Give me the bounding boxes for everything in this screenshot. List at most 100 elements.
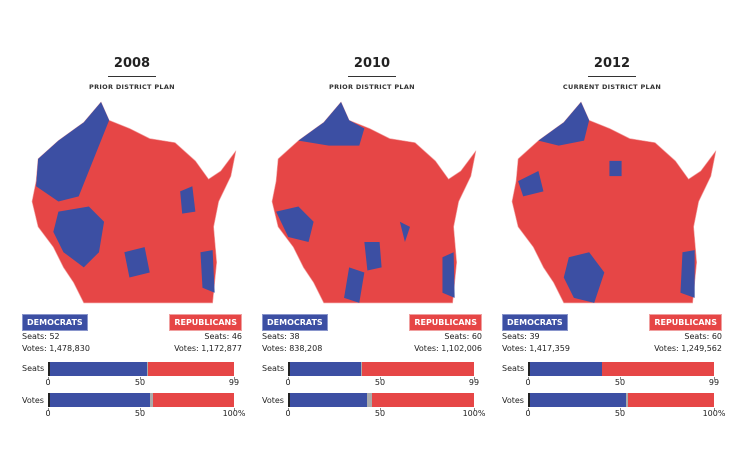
other-segment xyxy=(625,393,628,407)
votes-row-label: Votes xyxy=(502,396,524,405)
tick-mark xyxy=(474,377,475,380)
democratic-district xyxy=(680,250,695,298)
rep-votes: Votes: 1,102,006 xyxy=(414,344,482,353)
rep-votes: Votes: 1,249,562 xyxy=(654,344,722,353)
election-panel: 2010 PRIOR DISTRICT PLAN DEMOCRATS REPUB… xyxy=(262,0,485,475)
democratic-district xyxy=(563,252,605,303)
republicans-badge: REPUBLICANS xyxy=(649,314,722,331)
tick-label: 50 xyxy=(614,409,626,418)
democratic-district xyxy=(399,221,411,243)
democratic-district xyxy=(180,186,196,214)
rep-seats: Seats: 60 xyxy=(684,332,722,341)
wisconsin-district-map xyxy=(271,101,477,304)
republicans-segment xyxy=(627,393,714,407)
tick-label: 50 xyxy=(374,409,386,418)
tick-mark xyxy=(714,408,715,411)
plan-subtitle: PRIOR DISTRICT PLAN xyxy=(89,83,175,91)
tick-label: 0 xyxy=(525,409,531,418)
tick-mark xyxy=(528,377,529,380)
state-outline xyxy=(271,101,477,304)
tick-label: 100% xyxy=(222,409,246,418)
democratic-district xyxy=(53,206,105,268)
tick-label: 0 xyxy=(285,409,291,418)
tick-mark xyxy=(48,377,49,380)
tick-label: 0 xyxy=(45,378,51,387)
democratic-district xyxy=(298,102,365,146)
votes-row-label: Votes xyxy=(22,396,44,405)
tick-label: 0 xyxy=(285,378,291,387)
democrats-badge: DEMOCRATS xyxy=(262,314,328,331)
tick-mark xyxy=(288,377,289,380)
dem-seats: Seats: 52 xyxy=(22,332,60,341)
tick-mark xyxy=(234,377,235,380)
wisconsin-district-map xyxy=(31,101,237,304)
rep-seats: Seats: 60 xyxy=(444,332,482,341)
tick-mark xyxy=(48,408,49,411)
divider xyxy=(108,76,156,77)
rep-seats: Seats: 46 xyxy=(204,332,242,341)
republicans-segment xyxy=(371,393,474,407)
tick-label: 50 xyxy=(134,409,146,418)
democratic-district xyxy=(276,206,314,243)
seats-bar xyxy=(288,362,474,376)
tick-mark xyxy=(528,408,529,411)
tick-label: 50 xyxy=(134,378,146,387)
election-panel: 2012 CURRENT DISTRICT PLAN DEMOCRATS REP… xyxy=(502,0,725,475)
tick-mark xyxy=(620,408,621,411)
democratic-district xyxy=(124,247,150,278)
democratic-district xyxy=(344,267,365,303)
republicans-segment xyxy=(153,393,234,407)
tick-mark xyxy=(474,408,475,411)
democratic-district xyxy=(518,171,544,197)
democrats-segment xyxy=(530,393,626,407)
republicans-segment xyxy=(602,362,714,376)
tick-mark xyxy=(234,408,235,411)
tick-mark xyxy=(620,377,621,380)
democrats-segment xyxy=(530,362,603,376)
year-title: 2008 xyxy=(113,56,151,71)
other-segment xyxy=(367,393,372,407)
democrats-segment xyxy=(50,362,147,376)
democratic-district xyxy=(442,252,455,298)
seats-row-label: Seats xyxy=(262,364,285,373)
votes-bar xyxy=(288,393,474,407)
divider xyxy=(348,76,396,77)
tick-mark xyxy=(380,377,381,380)
democratic-district xyxy=(538,102,590,146)
dem-seats: Seats: 39 xyxy=(502,332,540,341)
republicans-segment xyxy=(148,362,234,376)
state-outline xyxy=(511,101,717,304)
tick-label: 50 xyxy=(374,378,386,387)
tick-label: 99 xyxy=(468,378,480,387)
dem-votes: Votes: 1,417,359 xyxy=(502,344,570,353)
democratic-district xyxy=(609,160,622,177)
votes-bar xyxy=(48,393,234,407)
rep-votes: Votes: 1,172,877 xyxy=(174,344,242,353)
year-title: 2010 xyxy=(353,56,391,71)
republicans-badge: REPUBLICANS xyxy=(409,314,482,331)
tick-mark xyxy=(140,408,141,411)
dem-votes: Votes: 1,478,830 xyxy=(22,344,90,353)
tick-label: 99 xyxy=(228,378,240,387)
republicans-segment xyxy=(362,362,474,376)
democrats-segment xyxy=(290,393,368,407)
democratic-district xyxy=(200,250,215,293)
other-segment xyxy=(360,362,363,376)
tick-label: 50 xyxy=(614,378,626,387)
votes-row-label: Votes xyxy=(262,396,284,405)
divider xyxy=(588,76,636,77)
seats-row-label: Seats xyxy=(22,364,45,373)
tick-mark xyxy=(140,377,141,380)
other-segment xyxy=(150,393,154,407)
tick-label: 99 xyxy=(708,378,720,387)
tick-label: 100% xyxy=(462,409,486,418)
year-title: 2012 xyxy=(593,56,631,71)
seats-row-label: Seats xyxy=(502,364,525,373)
wisconsin-district-map xyxy=(511,101,717,304)
democrats-badge: DEMOCRATS xyxy=(22,314,88,331)
election-panel: 2008 PRIOR DISTRICT PLAN DEMOCRATS REPUB… xyxy=(22,0,245,475)
tick-mark xyxy=(380,408,381,411)
republicans-badge: REPUBLICANS xyxy=(169,314,242,331)
democratic-district xyxy=(364,242,382,271)
